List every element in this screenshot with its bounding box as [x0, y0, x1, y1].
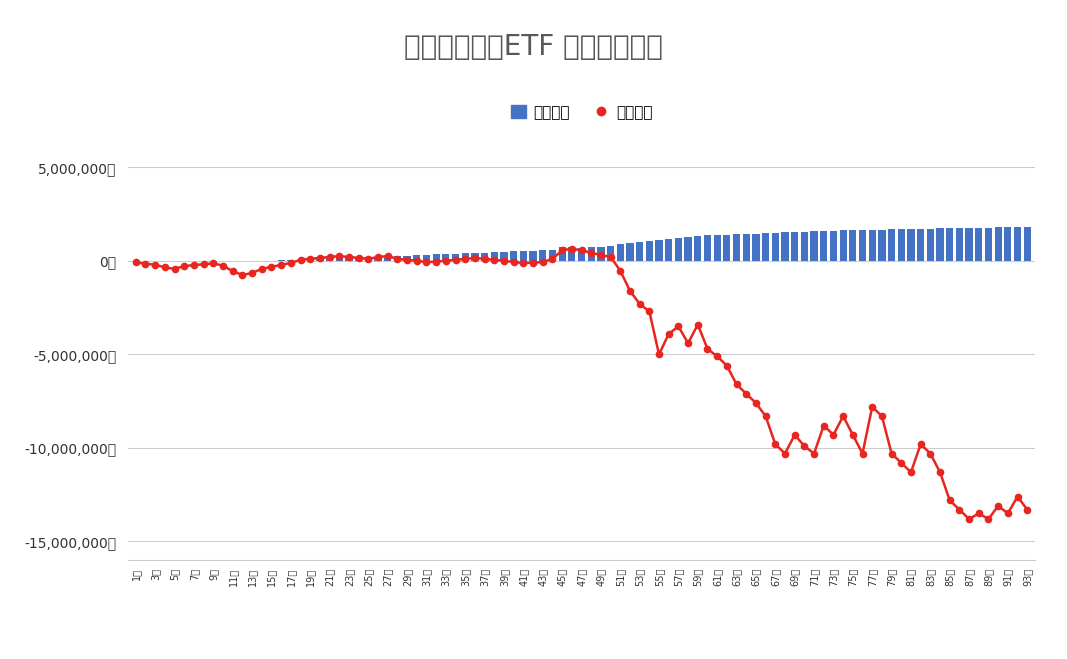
- Bar: [859, 230, 866, 261]
- Bar: [548, 250, 556, 261]
- Bar: [346, 258, 352, 261]
- 評価損益: [566, 244, 578, 252]
- Bar: [878, 229, 886, 261]
- Bar: [578, 248, 585, 261]
- 評価損益: [274, 261, 287, 269]
- Bar: [907, 229, 914, 261]
- 評価損益: [760, 412, 773, 420]
- Bar: [588, 247, 594, 261]
- Bar: [849, 230, 857, 261]
- Bar: [520, 251, 527, 261]
- Bar: [674, 239, 682, 261]
- Bar: [306, 259, 314, 261]
- Bar: [432, 254, 440, 261]
- Bar: [840, 231, 847, 261]
- Bar: [365, 257, 372, 261]
- 評価損益: [129, 258, 142, 266]
- Bar: [946, 228, 953, 261]
- Bar: [714, 235, 721, 261]
- Bar: [472, 253, 479, 261]
- Bar: [869, 230, 876, 261]
- Bar: [336, 258, 343, 261]
- Bar: [617, 244, 624, 261]
- Bar: [529, 250, 537, 261]
- Bar: [1004, 227, 1012, 261]
- Bar: [956, 228, 964, 261]
- Bar: [539, 250, 546, 261]
- Bar: [743, 234, 750, 261]
- Bar: [966, 228, 973, 261]
- Bar: [762, 233, 769, 261]
- Bar: [500, 252, 508, 261]
- Bar: [325, 258, 333, 261]
- Bar: [626, 243, 634, 261]
- Bar: [994, 227, 1002, 261]
- Bar: [384, 256, 392, 261]
- Bar: [636, 242, 643, 261]
- Bar: [375, 256, 382, 261]
- Legend: 実現損益, 評価損益: 実現損益, 評価損益: [505, 99, 658, 126]
- Bar: [1023, 227, 1031, 261]
- Bar: [917, 229, 924, 261]
- Bar: [985, 227, 992, 261]
- Bar: [442, 254, 449, 261]
- Bar: [510, 251, 517, 261]
- Bar: [607, 246, 615, 261]
- Bar: [897, 229, 905, 261]
- Bar: [481, 252, 489, 261]
- Bar: [452, 254, 459, 261]
- Bar: [684, 237, 691, 261]
- Bar: [821, 231, 827, 261]
- 評価損益: [585, 248, 598, 256]
- 評価損益: [1021, 505, 1034, 513]
- Bar: [937, 229, 943, 261]
- Bar: [975, 228, 983, 261]
- 評価損益: [846, 431, 859, 439]
- Bar: [394, 256, 401, 261]
- Bar: [1014, 227, 1021, 261]
- Bar: [598, 246, 605, 261]
- Bar: [491, 252, 498, 261]
- Bar: [723, 235, 731, 261]
- Line: 評価損益: 評価損益: [132, 245, 1031, 522]
- Bar: [558, 248, 566, 261]
- Bar: [646, 241, 653, 261]
- Bar: [403, 256, 411, 261]
- Text: トライオートETF 週別運用実績: トライオートETF 週別運用実績: [404, 33, 663, 61]
- Bar: [695, 237, 701, 261]
- Bar: [771, 233, 779, 261]
- Bar: [316, 259, 323, 261]
- Bar: [733, 235, 740, 261]
- Bar: [297, 260, 304, 261]
- Bar: [569, 246, 575, 261]
- Bar: [655, 240, 663, 261]
- Bar: [355, 258, 363, 261]
- Bar: [423, 255, 430, 261]
- Bar: [830, 231, 838, 261]
- Bar: [791, 232, 798, 261]
- 評価損益: [314, 254, 327, 262]
- 評価損益: [245, 269, 258, 277]
- Bar: [413, 255, 420, 261]
- 評価損益: [962, 515, 975, 523]
- Bar: [704, 235, 711, 261]
- Bar: [927, 229, 934, 261]
- Bar: [287, 260, 294, 261]
- Bar: [665, 239, 672, 261]
- Bar: [811, 231, 817, 261]
- Bar: [800, 232, 808, 261]
- Bar: [781, 233, 789, 261]
- Bar: [888, 229, 895, 261]
- Bar: [752, 233, 760, 261]
- Bar: [462, 253, 468, 261]
